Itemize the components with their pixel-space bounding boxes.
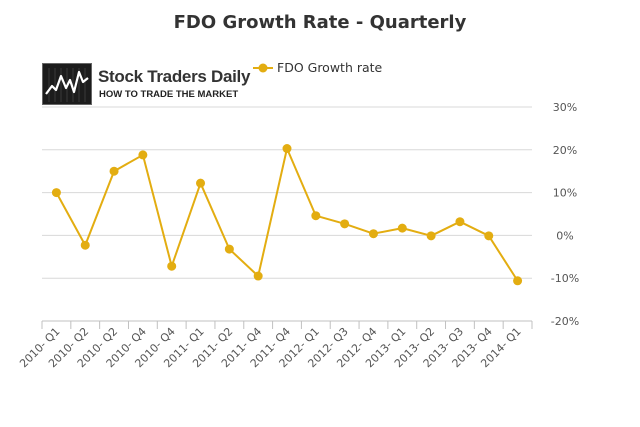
data-point (311, 211, 321, 221)
data-point (282, 144, 292, 154)
chart-line-logo-icon (42, 63, 92, 105)
y-tick-label: 0% (556, 229, 573, 242)
logo-tagline: HOW TO TRADE THE MARKET (99, 89, 239, 100)
y-tick-label: 10% (553, 187, 577, 200)
data-point (167, 261, 177, 271)
data-point (368, 229, 378, 239)
data-point (426, 231, 436, 241)
data-point (196, 178, 206, 188)
data-point (138, 150, 148, 160)
data-point (80, 240, 90, 250)
data-point (51, 188, 61, 198)
data-point (109, 166, 119, 176)
y-tick-label: 30% (553, 101, 577, 114)
data-point (224, 244, 234, 254)
brand-logo: Stock Traders Daily HOW TO TRADE THE MAR… (42, 63, 250, 105)
data-point (513, 276, 523, 286)
legend-marker (253, 63, 273, 73)
legend-label: FDO Growth rate (277, 60, 383, 75)
y-tick-label: -20% (551, 315, 579, 328)
data-point (484, 231, 494, 241)
series-line (55, 147, 519, 282)
data-point (455, 217, 465, 227)
y-tick-label: 20% (553, 144, 577, 157)
data-point (340, 219, 350, 229)
logo-name: Stock Traders Daily (98, 67, 251, 86)
y-tick-label: -10% (551, 272, 579, 285)
chart-title: FDO Growth Rate - Quarterly (173, 12, 467, 33)
data-point (397, 223, 407, 233)
data-point (253, 271, 263, 281)
